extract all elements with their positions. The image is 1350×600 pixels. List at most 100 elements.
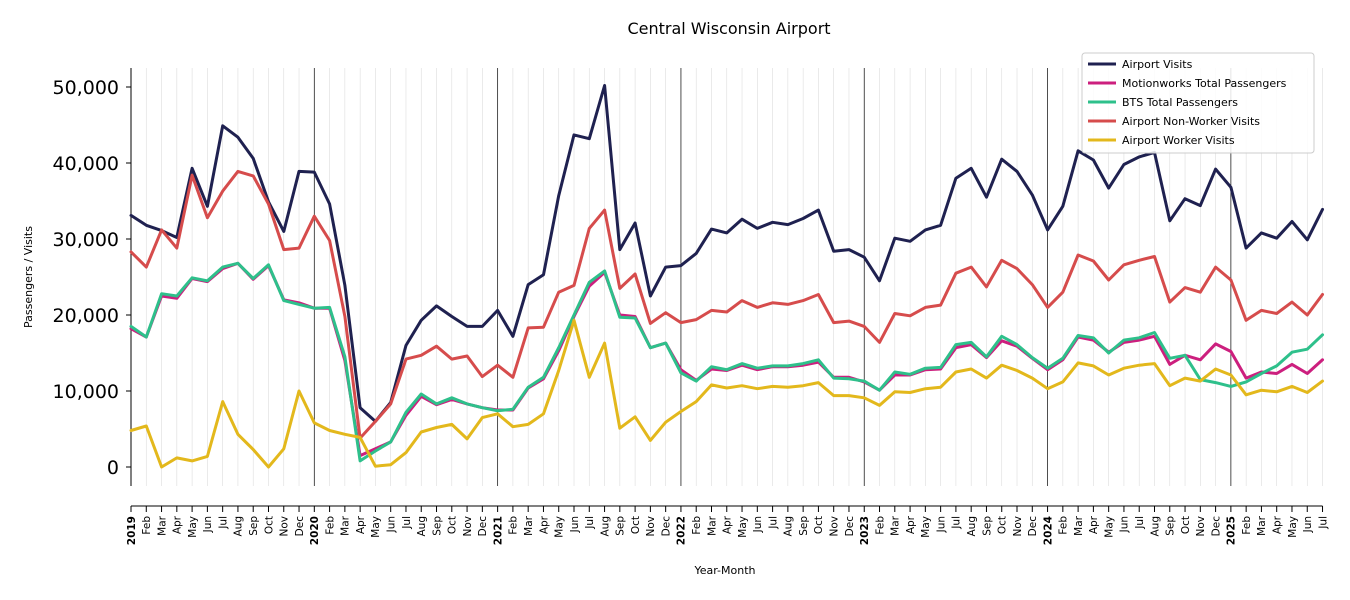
x-tick-label: Jun	[935, 516, 947, 533]
legend-label: Airport Worker Visits	[1122, 134, 1235, 147]
y-tick-label: 30,000	[53, 229, 119, 251]
legend-box	[1081, 52, 1315, 154]
x-tick-label: Oct	[630, 516, 642, 534]
x-tick-label: Aug	[416, 516, 428, 537]
x-tick-label: May	[737, 516, 749, 538]
x-tick-label: Mar	[156, 515, 168, 535]
x-tick-label: May	[554, 516, 566, 538]
x-tick-label: Apr	[538, 515, 550, 534]
x-tick-label: Aug	[1149, 516, 1161, 537]
x-tick-label: Oct	[447, 516, 459, 534]
x-tick-label: Sep	[615, 516, 627, 536]
x-tick-label: Oct	[997, 516, 1009, 534]
x-tick-label: Jul	[951, 516, 963, 530]
x-tick-label: Apr	[355, 515, 367, 534]
series-line-0	[129, 84, 1324, 423]
x-tick-label: Sep	[431, 516, 443, 536]
x-tick-label: Feb	[508, 516, 520, 535]
series-line-4	[129, 318, 1324, 469]
x-tick-label: Mar	[706, 515, 718, 535]
y-tick-label: 40,000	[53, 153, 119, 175]
x-tick-label: Jul	[1317, 516, 1329, 530]
x-tick-label: Oct	[1180, 516, 1192, 534]
x-tick-label: Jul	[584, 516, 596, 530]
x-tick-label: Dec	[1027, 516, 1039, 537]
x-tick-label: Feb	[141, 516, 153, 535]
x-tick-label: May	[370, 516, 382, 538]
series-line-2	[129, 261, 1324, 463]
y-tick-label: 20,000	[53, 305, 119, 327]
x-tick-label: May	[1103, 516, 1115, 538]
x-tick-label: Apr	[1272, 515, 1284, 534]
x-tick-label: May	[187, 516, 199, 538]
x-tick-label: Nov	[1012, 516, 1024, 537]
x-tick-label: Sep	[1165, 516, 1177, 536]
x-tick-label: Apr	[172, 515, 184, 534]
x-tick-label: Apr	[905, 515, 917, 534]
x-tick-label: Aug	[966, 516, 978, 537]
x-tick-label: Nov	[1195, 516, 1207, 537]
legend-label: Motionworks Total Passengers	[1122, 77, 1287, 90]
y-tick-label: 50,000	[53, 77, 119, 99]
x-tick-label: Jun	[569, 516, 581, 533]
x-tick-label: Aug	[783, 516, 795, 537]
y-tick-label: 10,000	[53, 381, 119, 403]
x-tick-label: Aug	[233, 516, 245, 537]
x-tick-label: Dec	[660, 516, 672, 537]
x-tick-label: 2024	[1042, 516, 1054, 545]
x-tick-label: 2025	[1226, 516, 1238, 545]
x-tick-label: 2021	[492, 516, 504, 545]
x-tick-label: Oct	[813, 516, 825, 534]
x-tick-label: Nov	[828, 516, 840, 537]
x-axis-label: Year-Month	[693, 564, 755, 577]
x-tick-label: Dec	[294, 516, 306, 537]
x-tick-label: Nov	[645, 516, 657, 537]
y-axis-label: Passengers / Visits	[22, 226, 35, 328]
x-tick-label: May	[920, 516, 932, 538]
x-tick-label: Dec	[1210, 516, 1222, 537]
x-tick-label: 2022	[676, 516, 688, 545]
series-line-3	[129, 169, 1324, 440]
legend-label: Airport Non-Worker Visits	[1122, 115, 1260, 128]
x-tick-label: Dec	[844, 516, 856, 537]
x-tick-label: Jun	[752, 516, 764, 533]
x-tick-label: Mar	[1256, 515, 1268, 535]
x-tick-label: Nov	[462, 516, 474, 537]
x-tick-label: Jun	[1119, 516, 1131, 533]
legend-label: Airport Visits	[1122, 58, 1193, 71]
x-tick-label: Sep	[981, 516, 993, 536]
x-tick-label: Dec	[477, 516, 489, 537]
x-tick-label: Sep	[248, 516, 260, 536]
x-tick-label: Mar	[340, 515, 352, 535]
x-tick-label: Apr	[1088, 515, 1100, 534]
x-tick-label: Feb	[1058, 516, 1070, 535]
x-tick-label: Jul	[217, 516, 229, 530]
x-tick-label: May	[1287, 516, 1299, 538]
x-tick-label: Jun	[1302, 516, 1314, 533]
grid-lines	[130, 68, 1323, 486]
x-tick-label: Apr	[722, 515, 734, 534]
legend-label: BTS Total Passengers	[1122, 96, 1238, 109]
x-tick-label: Mar	[523, 515, 535, 535]
y-tick-label: 0	[107, 457, 119, 479]
x-tick-label: Nov	[279, 516, 291, 537]
x-tick-label: Mar	[1073, 515, 1085, 535]
x-tick-label: 2023	[859, 516, 871, 545]
x-tick-label: Aug	[599, 516, 611, 537]
x-tick-label: Jun	[385, 516, 397, 533]
series-lines	[129, 84, 1324, 469]
x-tick-label: Feb	[874, 516, 886, 535]
x-tick-label: 2020	[309, 516, 321, 545]
x-tick-label: Oct	[263, 516, 275, 534]
x-tick-label: 2019	[126, 516, 138, 545]
x-tick-label: Feb	[1241, 516, 1253, 535]
x-tick-label: Sep	[798, 516, 810, 536]
x-tick-label: Jul	[767, 516, 779, 530]
chart-title: Central Wisconsin Airport	[627, 19, 830, 38]
x-tick-label: Jul	[401, 516, 413, 530]
x-tick-label: Feb	[691, 516, 703, 535]
x-tick-label: Jul	[1134, 516, 1146, 530]
legend: Airport Visits Motionworks Total Passenge…	[1081, 52, 1315, 154]
